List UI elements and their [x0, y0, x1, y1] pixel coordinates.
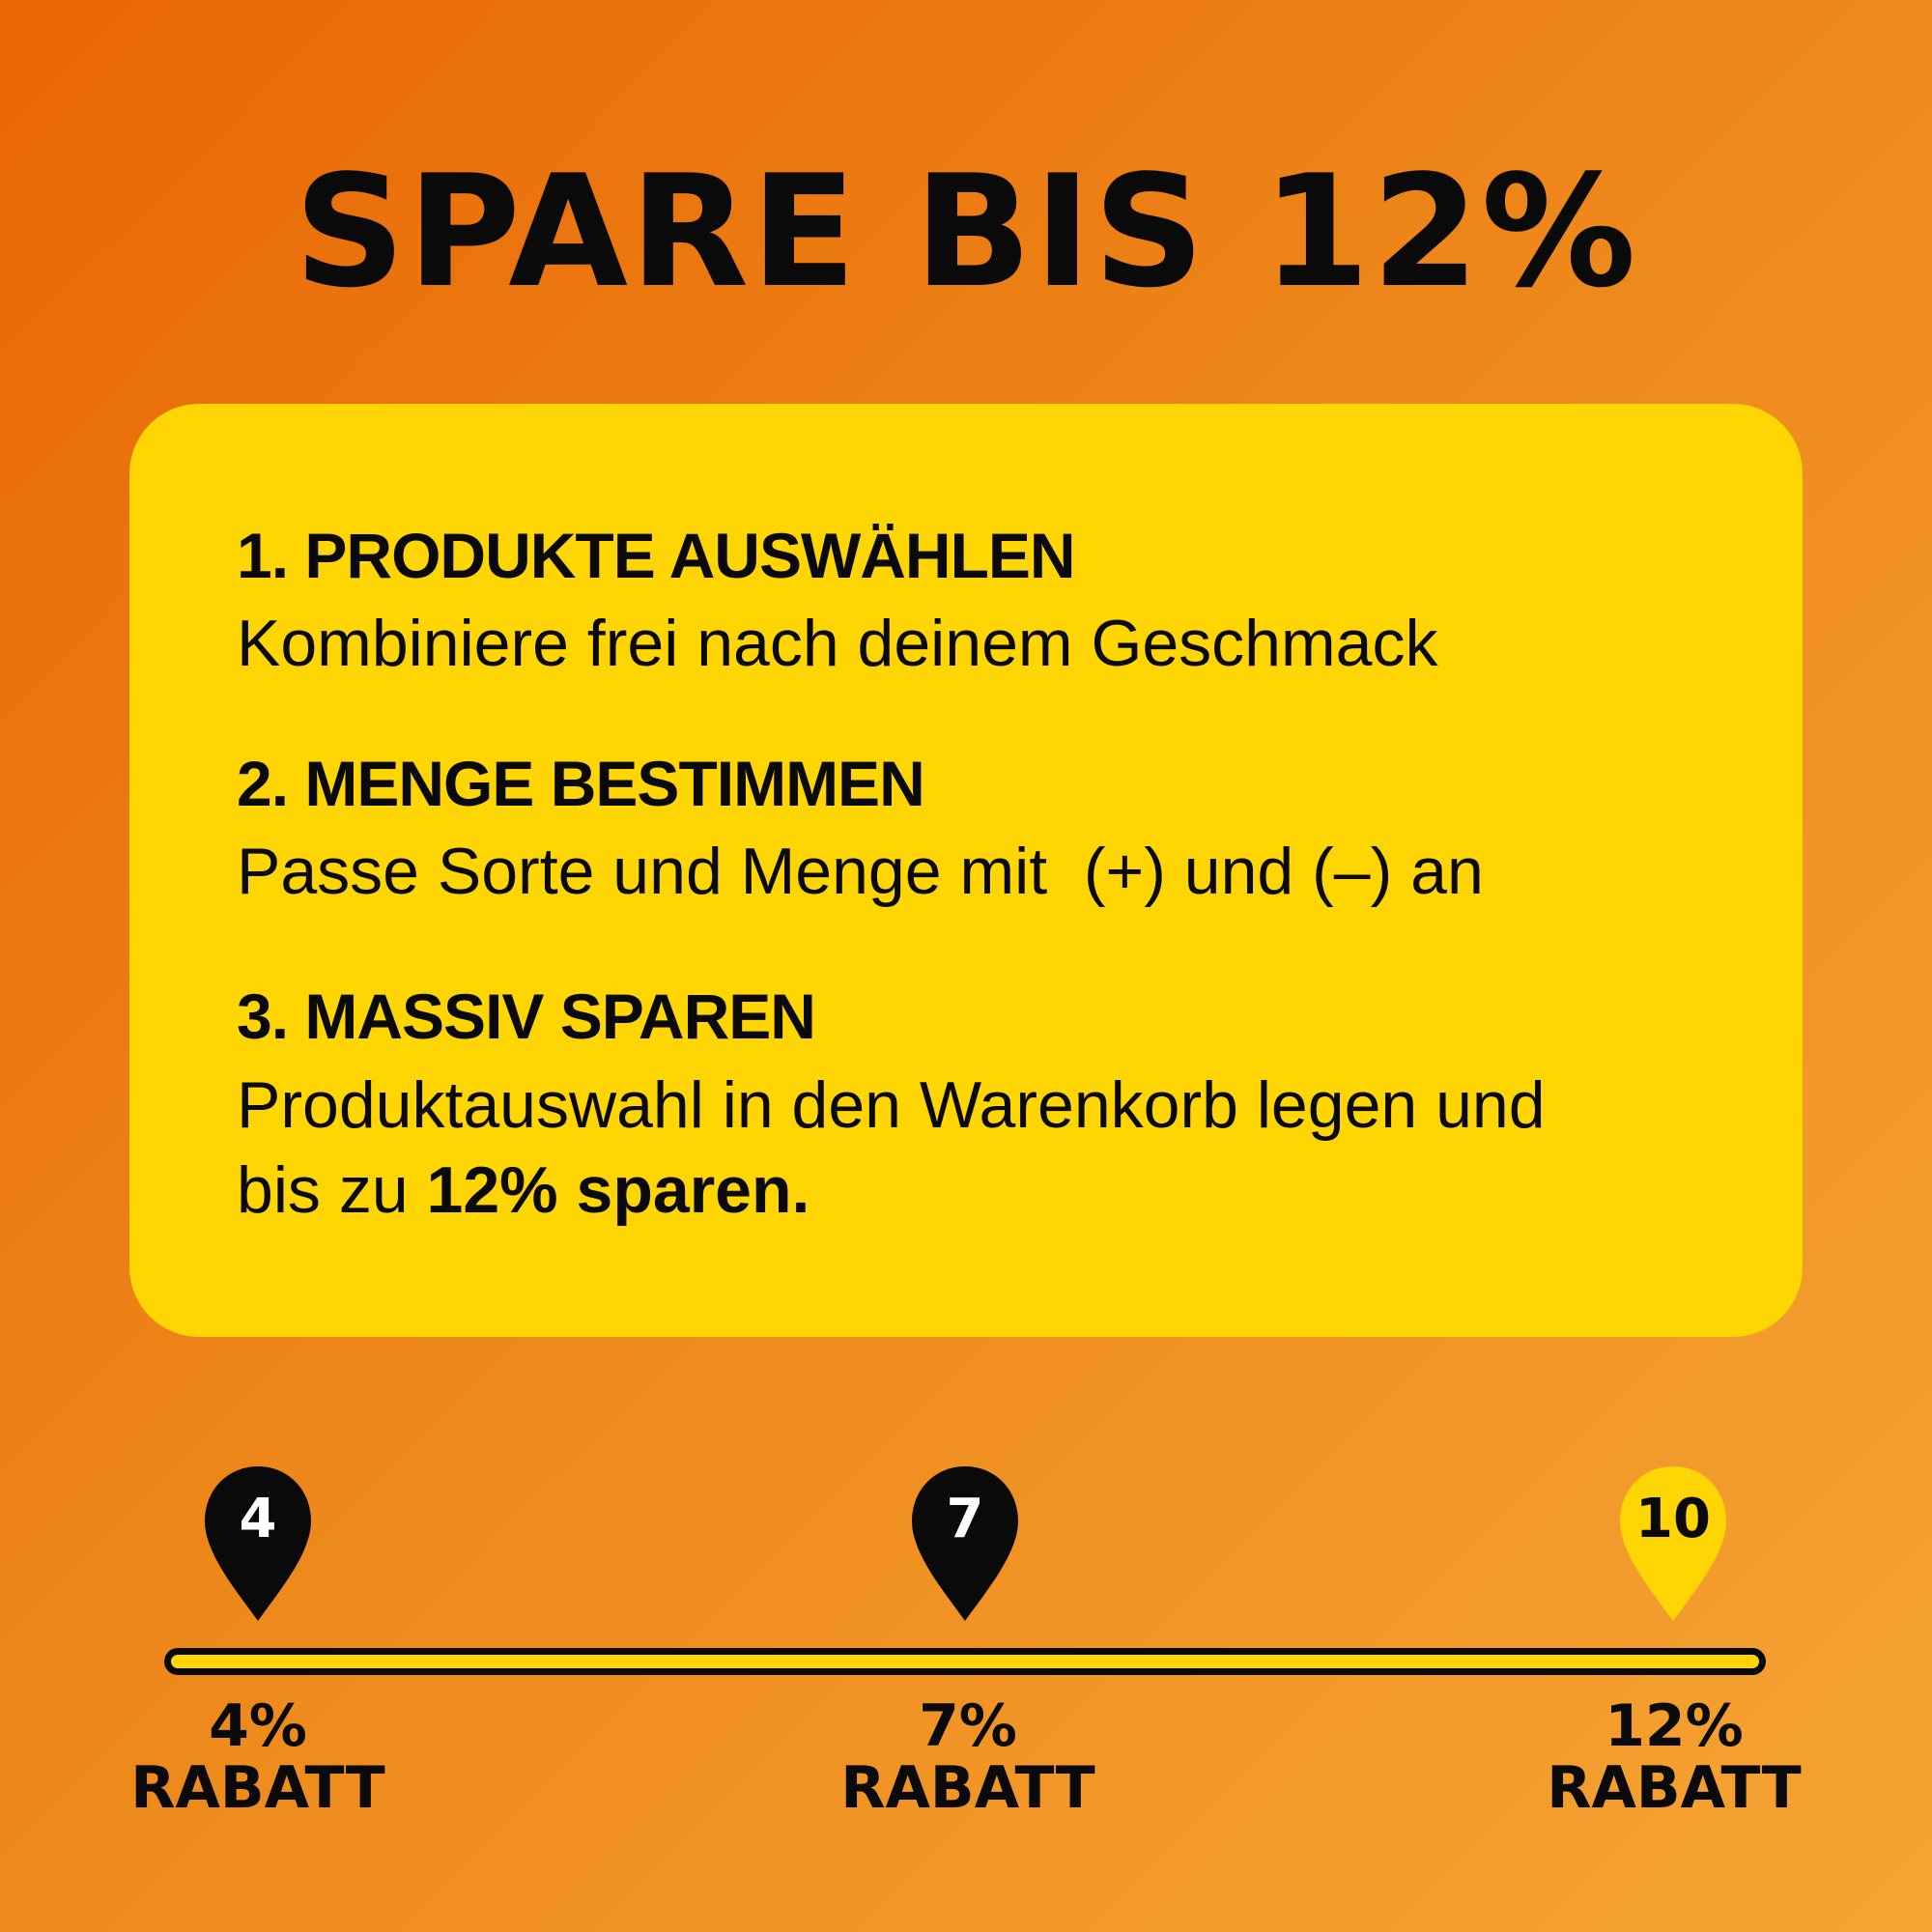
step-3-text-line2: bis zu 12% sparen. [237, 1148, 810, 1233]
milestone-label-1: 4% RABATT [94, 1695, 422, 1819]
milestone-pin-3: 10 [1616, 1464, 1730, 1623]
discount-percent: 4% [209, 1692, 307, 1760]
step-3-text-plain: bis zu [237, 1153, 427, 1227]
step-3-heading: 3. MASSIV SPAREN [237, 980, 816, 1052]
map-pin-icon [205, 1466, 311, 1621]
progress-bar [164, 1648, 1766, 1675]
step-2-heading: 2. MENGE BESTIMMEN [237, 748, 925, 819]
milestone-pin-2: 7 [908, 1464, 1022, 1623]
step-3-text: Produktauswahl in den Warenkorb legen un… [237, 1068, 1546, 1142]
discount-label: RABATT [1547, 1754, 1802, 1822]
milestone-pin-1: 4 [201, 1464, 315, 1623]
page-title: SPARE BIS 12% [294, 141, 1638, 322]
discount-percent: 12% [1605, 1692, 1744, 1760]
milestone-count: 4 [239, 1488, 277, 1550]
milestone-count: 10 [1635, 1488, 1711, 1550]
milestone-count: 7 [946, 1488, 984, 1550]
discount-label: RABATT [130, 1754, 385, 1822]
step-3-text-bold: 12% sparen. [426, 1153, 810, 1227]
step-1-heading: 1. PRODUKTE AUSWÄHLEN [237, 520, 1076, 591]
step-2-text: Passe Sorte und Menge mit (+) und (–) an [237, 835, 1484, 908]
discount-percent: 7% [919, 1692, 1017, 1760]
milestone-label-2: 7% RABATT [804, 1695, 1132, 1819]
step-1-text: Kombiniere frei nach deinem Geschmack [237, 607, 1438, 680]
map-pin-icon [1620, 1466, 1726, 1621]
steps-card: 1. PRODUKTE AUSWÄHLEN Kombiniere frei na… [129, 404, 1803, 1337]
discount-label: RABATT [840, 1754, 1095, 1822]
milestone-label-3: 12% RABATT [1510, 1695, 1838, 1819]
map-pin-icon [912, 1466, 1018, 1621]
